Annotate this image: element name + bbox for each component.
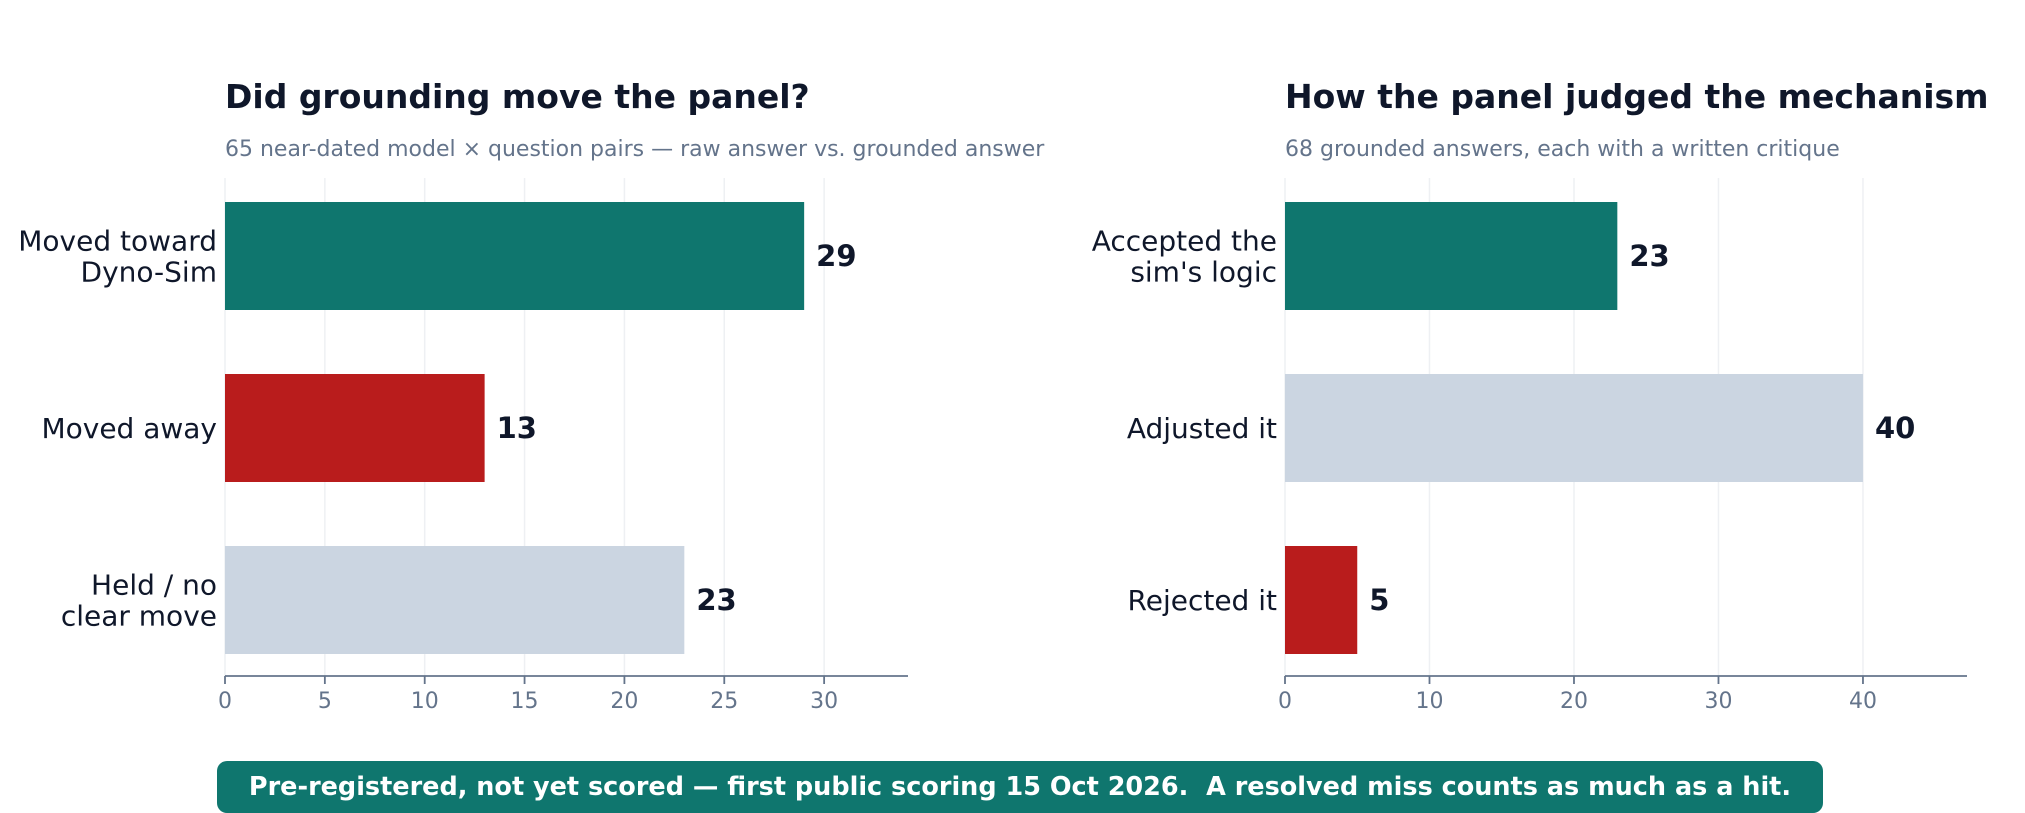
- value-label: 40: [1875, 411, 1915, 445]
- chart-subtitle: 65 near-dated model × question pairs — r…: [225, 137, 1045, 162]
- value-label: 29: [816, 239, 856, 273]
- category-label: Held / no: [91, 569, 217, 602]
- bar: [1285, 546, 1358, 654]
- x-tick-label: 20: [610, 689, 638, 714]
- bar: [225, 202, 805, 310]
- value-label: 5: [1369, 583, 1389, 617]
- chart-panel-2: How the panel judged the mechanism 68 gro…: [1092, 77, 1989, 714]
- category-label: Rejected it: [1128, 584, 1277, 617]
- x-tick-label: 40: [1849, 689, 1877, 714]
- x-tick-label: 5: [318, 689, 332, 714]
- chart-subtitle: 68 grounded answers, each with a written…: [1285, 137, 1840, 162]
- value-label: 23: [1629, 239, 1669, 273]
- x-tick-label: 0: [1278, 689, 1292, 714]
- footer-banner: Pre-registered, not yet scored — first p…: [217, 761, 1823, 813]
- category-label: clear move: [61, 600, 217, 633]
- x-tick-label: 30: [1704, 689, 1732, 714]
- category-label: Adjusted it: [1127, 412, 1277, 445]
- x-tick-label: 10: [1415, 689, 1443, 714]
- value-label: 13: [497, 411, 537, 445]
- x-tick-label: 30: [810, 689, 838, 714]
- chart-title: How the panel judged the mechanism: [1285, 77, 1989, 116]
- x-tick-label: 25: [710, 689, 738, 714]
- bar: [1285, 202, 1618, 310]
- x-tick-label: 10: [411, 689, 439, 714]
- x-tick-label: 15: [511, 689, 539, 714]
- x-tick-label: 0: [218, 689, 232, 714]
- bar: [225, 546, 685, 654]
- bar: [225, 374, 485, 482]
- bar: [1285, 374, 1863, 482]
- chart-panel-1: Did grounding move the panel? 65 near-dat…: [18, 77, 1045, 714]
- category-label: Moved toward: [18, 225, 217, 258]
- value-label: 23: [696, 583, 736, 617]
- category-label: sim's logic: [1130, 256, 1277, 289]
- category-label: Accepted the: [1092, 225, 1277, 258]
- x-tick-label: 20: [1560, 689, 1588, 714]
- category-label: Dyno-Sim: [81, 256, 217, 289]
- chart-title: Did grounding move the panel?: [225, 77, 810, 116]
- category-label: Moved away: [41, 412, 217, 445]
